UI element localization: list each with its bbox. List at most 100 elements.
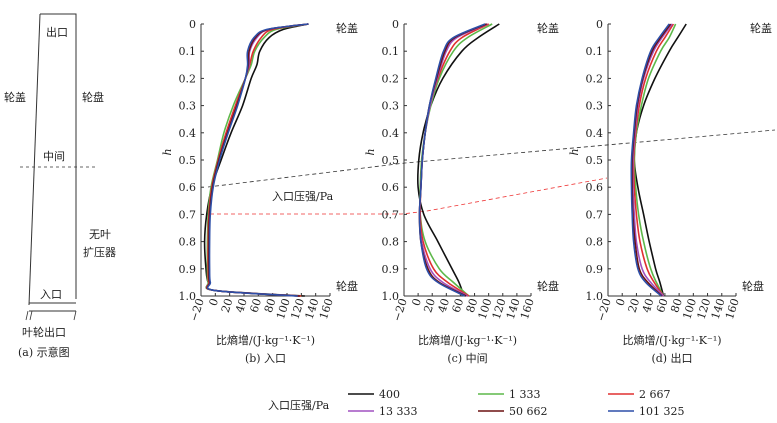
y-tick-label: 0.7 xyxy=(586,208,604,221)
x-tick-label: 20 xyxy=(219,297,236,314)
x-tick-label: 100 xyxy=(476,297,495,321)
x-tick-label: 60 xyxy=(450,297,467,314)
y-tick-label: 0.4 xyxy=(382,127,400,140)
panel-title: (c) 中间 xyxy=(447,352,487,365)
x-tick-label: 0 xyxy=(409,297,424,308)
x-tick-label: 160 xyxy=(317,297,336,321)
schematic-vaneless-label-1: 无叶 xyxy=(89,228,111,241)
y-tick-label: 1.0 xyxy=(382,290,400,303)
y-axis-label: h xyxy=(568,148,581,155)
schematic-vaneless-label-2: 扩压器 xyxy=(83,245,116,259)
hub-label: 轮盘 xyxy=(537,279,559,293)
legend-label: 13 333 xyxy=(379,405,418,418)
series-line-101325 xyxy=(630,23,670,297)
legend-item: 1 333 xyxy=(478,388,541,401)
y-tick-label: 0.9 xyxy=(179,263,197,276)
x-tick-label: 140 xyxy=(303,297,322,321)
panel-title: (b) 入口 xyxy=(245,352,286,365)
x-tick-label: 120 xyxy=(288,297,307,321)
y-axis-label: h xyxy=(364,148,377,155)
legend-item: 13 333 xyxy=(348,405,418,418)
x-tick-label: 120 xyxy=(490,297,509,321)
schematic-hatch xyxy=(73,310,77,321)
schematic-caption: (a) 示意图 xyxy=(18,345,70,359)
schematic-impeller-outlet-label: 叶轮出口 xyxy=(22,325,66,339)
x-tick-label: 40 xyxy=(640,297,657,314)
y-tick-label: 0.8 xyxy=(179,236,197,249)
x-tick-label: 60 xyxy=(247,297,264,314)
guide-dashed-line-black xyxy=(207,129,776,188)
x-tick-label: 80 xyxy=(262,297,279,314)
x-axis-label: 比熵增/(J·kg⁻¹·K⁻¹) xyxy=(216,333,315,347)
legend-label: 400 xyxy=(379,388,400,401)
y-tick-label: 0.1 xyxy=(382,45,400,58)
y-tick-label: 0.2 xyxy=(179,72,197,85)
schematic-hatch xyxy=(29,310,33,321)
y-tick-label: 0.1 xyxy=(586,45,604,58)
legend-item: 400 xyxy=(348,388,400,401)
series-line-13333 xyxy=(418,23,488,297)
y-tick-label: 1.0 xyxy=(586,290,604,303)
panel-d: 00.10.20.30.40.50.60.70.80.91.0−20 020406… xyxy=(568,18,772,365)
x-tick-label: 140 xyxy=(709,297,728,321)
x-tick-label: 20 xyxy=(626,297,643,314)
x-tick-label: 100 xyxy=(274,297,293,321)
x-axis-label: 比熵增/(J·kg⁻¹·K⁻¹) xyxy=(622,333,721,347)
legend-item: 101 325 xyxy=(608,405,685,418)
y-axis-label: h xyxy=(161,148,174,155)
schematic: 出口 轮盖 轮盘 中间 无叶 扩压器 入口 叶轮出口 (a) 示意图 xyxy=(4,13,116,359)
y-tick-label: 0.2 xyxy=(382,72,400,85)
legend: 入口压强/Pa 400 1 333 2 667 13 333 50 662 101 325 xyxy=(268,388,685,418)
panel-c: 00.10.20.30.40.50.60.70.80.91.0−20 020406… xyxy=(364,18,559,365)
y-tick-label: 0 xyxy=(596,18,603,31)
x-tick-label: 80 xyxy=(464,297,481,314)
x-tick-label: 160 xyxy=(518,297,537,321)
y-tick-label: 0.2 xyxy=(586,72,604,85)
legend-item: 2 667 xyxy=(608,388,671,401)
x-tick-label: 40 xyxy=(435,297,452,314)
y-tick-label: 0 xyxy=(392,18,399,31)
y-tick-label: 0.6 xyxy=(586,181,604,194)
schematic-shroud-wall xyxy=(28,13,41,306)
series-line-50662 xyxy=(418,23,487,297)
guide-dashed-line-red xyxy=(210,177,608,215)
y-tick-label: 0.9 xyxy=(382,263,400,276)
series-line-400 xyxy=(633,23,687,297)
schematic-shroud-label: 轮盖 xyxy=(4,90,26,104)
x-tick-label: 80 xyxy=(668,297,685,314)
y-tick-label: 0.3 xyxy=(179,100,197,113)
shroud-label: 轮盖 xyxy=(537,21,559,35)
series-line-400 xyxy=(416,23,500,297)
panel-title: (d) 出口 xyxy=(651,351,692,365)
x-tick-label: 0 xyxy=(207,297,222,308)
y-tick-label: 0.6 xyxy=(382,181,400,194)
schematic-inlet-label: 入口 xyxy=(40,288,62,301)
shroud-label: 轮盖 xyxy=(750,21,772,35)
schematic-hub-label: 轮盘 xyxy=(82,90,104,104)
y-tick-label: 0.5 xyxy=(382,154,400,167)
y-tick-label: 0 xyxy=(189,18,196,31)
x-tick-label: 140 xyxy=(504,297,523,321)
y-tick-label: 0.1 xyxy=(179,45,197,58)
legend-label: 101 325 xyxy=(639,405,685,418)
hub-label: 轮盘 xyxy=(742,279,764,293)
y-tick-label: 0.4 xyxy=(586,127,604,140)
y-tick-label: 1.0 xyxy=(179,290,197,303)
series-line-1333 xyxy=(633,23,677,297)
y-tick-label: 0.5 xyxy=(179,154,197,167)
legend-label: 1 333 xyxy=(509,388,541,401)
y-tick-label: 0.8 xyxy=(382,236,400,249)
y-tick-label: 0.3 xyxy=(586,100,604,113)
x-tick-label: 100 xyxy=(680,297,699,321)
series-line-50662 xyxy=(206,23,309,297)
pressure-annotation: 入口压强/Pa xyxy=(272,190,334,203)
hub-label: 轮盘 xyxy=(336,279,358,293)
x-tick-label: 120 xyxy=(695,297,714,321)
y-tick-label: 0.8 xyxy=(586,236,604,249)
y-tick-label: 0.7 xyxy=(179,208,197,221)
x-tick-label: 60 xyxy=(654,297,671,314)
x-axis-label: 比熵增/(J·kg⁻¹·K⁻¹) xyxy=(418,333,517,347)
legend-title: 入口压强/Pa xyxy=(268,399,330,412)
x-tick-label: 20 xyxy=(421,297,438,314)
